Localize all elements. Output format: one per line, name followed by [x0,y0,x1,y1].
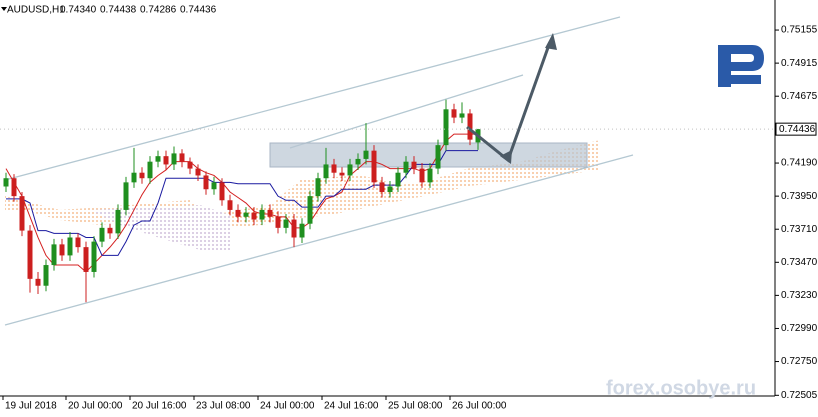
candle-body [403,161,409,173]
support-zone [269,142,588,168]
header-symbol: AUDUSD,H1 [7,5,65,16]
y-tick-label: 0.72505 [781,390,818,401]
candle-body [91,241,97,272]
candle-body [235,209,241,217]
y-tick-label: 0.73710 [781,224,818,235]
candle-body [211,182,217,190]
candle-body [331,164,337,173]
candle-body [83,247,89,272]
candle-body [267,209,273,217]
header-ohlc: 0.74436 [180,5,217,16]
candle-body [59,244,65,256]
candle-body [259,209,265,220]
candle-body [35,278,41,286]
header-ohlc: 0.74286 [140,5,177,16]
y-tick-label: 0.73470 [781,257,818,268]
ichimoku-cloud [5,140,600,228]
x-tick-label: 19 Jul 2018 [5,401,57,412]
candle-body [243,212,249,217]
header-ohlc: 0.74438 [100,5,137,16]
candle-body [11,178,17,197]
header-marker [1,7,7,11]
y-tick-label: 0.73230 [781,290,818,301]
candle-body [275,216,281,228]
candle-body [315,178,321,197]
watermark: forex.osobye.ru [606,377,756,399]
candle-body [355,158,361,165]
candle-body [131,172,137,183]
header-ohlc: 0.74340 [60,5,97,16]
x-tick-label: 20 Jul 16:00 [132,401,187,412]
x-tick-label: 25 Jul 08:00 [388,401,443,412]
candle-body [19,196,25,231]
channel-line [289,74,524,149]
candle-body [379,182,385,193]
channel-line [4,154,634,326]
y-tick-label: 0.74190 [781,158,818,169]
candle-body [291,219,297,238]
candle-body [115,209,121,234]
candle-body [451,109,457,118]
y-tick-label: 0.72750 [781,356,818,367]
ichimoku-cloud [90,205,230,250]
candle-body [27,230,33,279]
candle-body [43,265,49,286]
candle-body [147,161,153,179]
current-price-box [775,122,817,136]
candle-body [371,150,377,183]
candle-body [347,164,353,176]
candle-body [419,168,425,183]
y-tick-label: 0.74915 [781,58,818,69]
candle-body [3,178,9,187]
logo [718,45,764,87]
candle-body [251,212,257,220]
candle-body [411,161,417,169]
y-tick-label: 0.73950 [781,191,818,202]
candle-body [139,172,145,179]
candle-body [99,227,105,242]
arrow-head [500,150,512,164]
candle-body [163,156,169,165]
candle-body [219,182,225,201]
y-tick-label: 0.72990 [781,323,818,334]
candle-body [435,145,441,169]
candle-body [467,113,473,140]
arrow-head [545,33,557,50]
channel-line [4,16,621,181]
candle-body [171,153,177,165]
candle-body [363,150,369,159]
y-tick-label: 0.74675 [781,91,818,102]
candle-body [339,172,345,176]
current-price-label: 0.74436 [779,124,816,135]
x-tick-label: 24 Jul 00:00 [260,401,315,412]
candle-body [387,186,393,193]
candle-body [67,237,73,256]
candle-body [459,113,465,118]
candle-body [187,161,193,169]
candle-body [179,153,185,162]
x-tick-label: 26 Jul 00:00 [452,401,507,412]
candle-body [203,175,209,190]
candle-body [443,109,449,146]
candle-body [427,168,433,183]
candle-body [227,200,233,210]
x-tick-label: 23 Jul 08:00 [196,401,251,412]
candle-body [299,223,305,238]
y-tick-label: 0.75155 [781,25,818,36]
candle-body [107,227,113,234]
x-tick-label: 20 Jul 00:00 [68,401,123,412]
candle-body [323,164,329,179]
candle-body [283,219,289,228]
candle-body [395,172,401,187]
candle-body [307,196,313,224]
candle-body [75,237,81,248]
candle-body [195,168,201,176]
candle-body [123,182,129,210]
candle-body [155,156,161,162]
candle-body [51,244,57,266]
x-tick-label: 24 Jul 16:00 [324,401,379,412]
